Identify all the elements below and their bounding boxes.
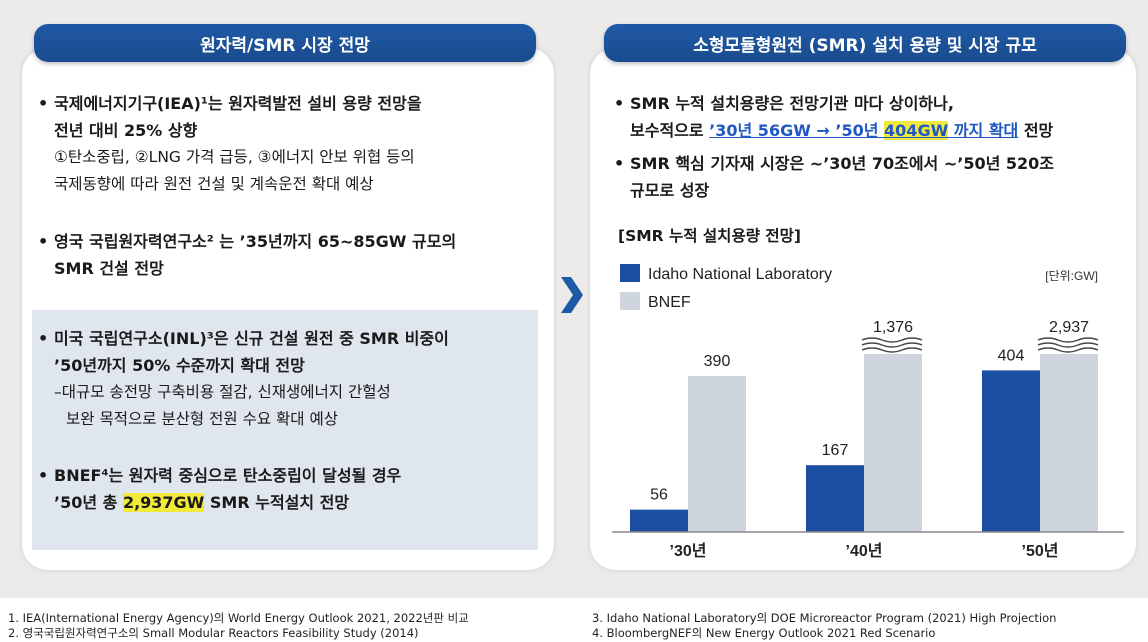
bar <box>1040 354 1098 532</box>
left-b3-sub1: –대규모 송전망 구축비용 절감, 신재생에너지 간헐성 <box>54 383 391 401</box>
left-b3-line2: ’50년까지 50% 수준까지 확대 전망 <box>54 356 305 375</box>
left-b1-line1: 국제에너지기구(IEA)¹는 원자력발전 설비 용량 전망을 <box>54 94 422 113</box>
chart-title: [SMR 누적 설치용량 전망] <box>618 223 801 250</box>
data-label: 1,376 <box>873 319 913 336</box>
left-b3-line1: 미국 국립연구소(INL)³은 신규 건설 원전 중 SMR 비중이 <box>54 329 449 348</box>
x-tick-label: ’50년 <box>1022 541 1059 560</box>
axis-break-mark <box>1037 342 1099 348</box>
bar <box>630 509 688 532</box>
right-b1-post: 전망 <box>1018 121 1054 140</box>
right-b1-link: ’30년 56GW → ’50년 404GW 까지 확대 <box>709 121 1018 140</box>
left-bullet-3: • 미국 국립연구소(INL)³은 신규 건설 원전 중 SMR 비중이 ’50년… <box>38 329 449 428</box>
footnote-3: 3. Idaho National Laboratory의 DOE Micror… <box>592 611 1057 625</box>
axis-break-mark <box>861 347 923 353</box>
left-b4-line1: BNEF⁴는 원자력 중심으로 탄소중립이 달성될 경우 <box>54 466 402 485</box>
axis-break-mark <box>861 342 923 348</box>
right-b1-line1: SMR 누적 설치용량은 전망기관 마다 상이하나, <box>630 94 954 113</box>
right-bullet-2: • SMR 핵심 기자재 시장은 ~’30년 70조에서 ~’50년 520조 규… <box>614 154 1055 200</box>
bar <box>688 376 746 532</box>
right-panel-header: 소형모듈형원전 (SMR) 설치 용량 및 시장 규모 <box>604 24 1126 62</box>
left-shaded-box <box>32 310 538 550</box>
right-b1-link-highlight: 404GW <box>884 121 949 140</box>
footnote-4: 4. BloombergNEF의 New Energy Outlook 2021… <box>592 626 936 640</box>
bar <box>982 370 1040 532</box>
left-b2-line2: SMR 건설 전망 <box>54 259 164 278</box>
right-b1-pre: 보수적으로 <box>630 121 710 140</box>
left-b4-post: SMR 누적설치 전망 <box>204 493 350 512</box>
chart-title-text: [SMR 누적 설치용량 전망] <box>618 227 801 245</box>
right-b1-link-a: ’30년 56GW → ’50년 <box>709 121 885 140</box>
axis-break-mark <box>861 337 923 343</box>
legend-label: BNEF <box>648 294 691 311</box>
right-b1-link-b: 까지 확대 <box>948 121 1019 140</box>
data-label: 56 <box>650 487 668 504</box>
footnote-2: 2. 영국국립원자력연구소의 Small Modular Reactors Fe… <box>8 626 419 640</box>
left-panel-header: 원자력/SMR 시장 전망 <box>34 24 536 62</box>
x-tick-label: ’30년 <box>670 541 707 560</box>
x-tick-label: ’40년 <box>846 541 883 560</box>
data-label: 390 <box>704 353 731 370</box>
left-bullet-1: • 국제에너지기구(IEA)¹는 원자력발전 설비 용량 전망을 전년 대비 25… <box>38 94 422 193</box>
axis-break-mark <box>1037 337 1099 343</box>
footnotes: 1. IEA(International Energy Agency)의 Wor… <box>0 598 1148 642</box>
legend-label: Idaho National Laboratory <box>648 266 832 283</box>
bar <box>864 354 922 532</box>
chevron-right-icon <box>561 277 583 313</box>
right-b2-line1: SMR 핵심 기자재 시장은 ~’30년 70조에서 ~’50년 520조 <box>630 154 1055 173</box>
data-label: 167 <box>822 442 849 459</box>
left-b1-line2: 전년 대비 25% 상향 <box>54 121 198 140</box>
axis-break-mark <box>1037 347 1099 353</box>
bar <box>806 465 864 532</box>
smr-capacity-chart: Idaho National Laboratory BNEF [단위:GW] 56 39… <box>612 264 1124 560</box>
left-b2-line1: 영국 국립원자력연구소² 는 ’35년까지 65~85GW 규모의 <box>54 232 457 251</box>
left-b1-sub1: ①탄소중립, ②LNG 가격 급등, ③에너지 안보 위협 등의 <box>54 148 415 166</box>
left-bullet-4: • BNEF⁴는 원자력 중심으로 탄소중립이 달성될 경우 ’50년 총 2,9… <box>38 466 402 512</box>
chart-unit-label: [단위:GW] <box>1045 269 1098 283</box>
data-label: 404 <box>998 347 1025 364</box>
legend-swatch <box>620 292 640 310</box>
left-b3-sub2: 보완 목적으로 분산형 전원 수요 확대 예상 <box>66 410 338 428</box>
left-b4-pre: ’50년 총 <box>54 493 123 512</box>
right-bullet-1: • SMR 누적 설치용량은 전망기관 마다 상이하나, 보수적으로 ’30년 5… <box>614 94 1054 140</box>
data-label: 2,937 <box>1049 319 1089 336</box>
left-b1-sub2: 국제동향에 따라 원전 건설 및 계속운전 확대 예상 <box>54 175 374 193</box>
left-b4-highlight: 2,937GW <box>122 493 205 512</box>
legend-swatch <box>620 264 640 282</box>
footnote-1: 1. IEA(International Energy Agency)의 Wor… <box>8 611 469 625</box>
left-bullet-2: • 영국 국립원자력연구소² 는 ’35년까지 65~85GW 규모의 SMR 건… <box>38 232 457 278</box>
right-b2-line2: 규모로 성장 <box>630 181 710 200</box>
